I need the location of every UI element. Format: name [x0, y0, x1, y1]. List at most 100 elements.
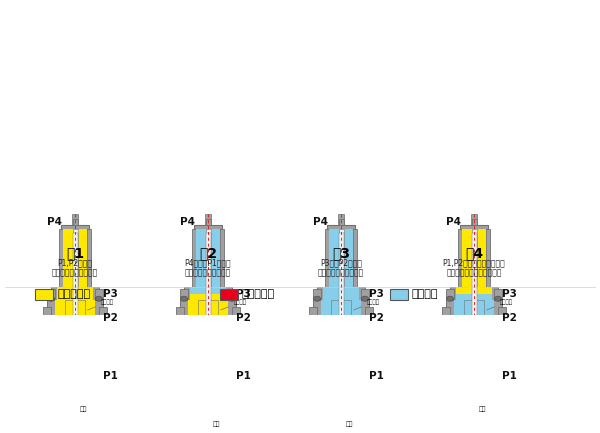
- Bar: [61, 336, 89, 369]
- Bar: [188, 300, 228, 336]
- Text: P3: P3: [502, 289, 517, 299]
- Text: 高压液压油: 高压液压油: [242, 289, 275, 299]
- Bar: [55, 300, 95, 336]
- Bar: [205, 233, 211, 369]
- Bar: [99, 307, 107, 318]
- Bar: [337, 390, 344, 415]
- Bar: [329, 229, 353, 287]
- Bar: [462, 229, 486, 287]
- Bar: [72, 214, 78, 225]
- Bar: [446, 300, 502, 336]
- Bar: [205, 220, 211, 225]
- Text: 增压活塞: 增压活塞: [487, 299, 513, 310]
- Text: 前轴: 前轴: [479, 407, 487, 412]
- Text: P4: P4: [47, 216, 62, 226]
- Bar: [472, 233, 476, 369]
- Bar: [73, 233, 77, 369]
- Bar: [317, 287, 365, 300]
- Bar: [204, 336, 212, 369]
- Bar: [336, 415, 346, 421]
- Bar: [192, 371, 224, 381]
- Bar: [456, 294, 492, 300]
- Bar: [180, 382, 236, 390]
- Bar: [184, 369, 232, 382]
- Bar: [472, 220, 476, 225]
- Bar: [338, 214, 344, 225]
- Bar: [338, 233, 343, 369]
- Text: P1,P2进气，增压活塞与前: P1,P2进气，增压活塞与前: [443, 259, 505, 268]
- Bar: [198, 300, 218, 336]
- Circle shape: [47, 296, 55, 301]
- Text: 图1: 图1: [66, 246, 84, 260]
- Text: 前轴下降，预压完成；: 前轴下降，预压完成；: [185, 268, 231, 277]
- Text: 前轴: 前轴: [80, 407, 88, 412]
- Bar: [313, 382, 369, 390]
- Bar: [59, 371, 91, 381]
- Bar: [220, 288, 238, 300]
- Bar: [446, 288, 454, 299]
- Bar: [43, 307, 51, 318]
- Bar: [196, 229, 220, 287]
- Bar: [95, 288, 103, 299]
- Bar: [35, 288, 53, 300]
- Bar: [353, 229, 357, 287]
- Text: P2: P2: [369, 313, 384, 323]
- Bar: [73, 220, 77, 225]
- Bar: [232, 307, 240, 318]
- Bar: [442, 307, 450, 318]
- Bar: [192, 229, 196, 287]
- Text: 增压活塞: 增压活塞: [353, 299, 380, 310]
- Bar: [205, 229, 211, 287]
- Text: 图2: 图2: [199, 246, 217, 260]
- Bar: [337, 336, 345, 369]
- Bar: [61, 225, 89, 229]
- Bar: [464, 300, 484, 336]
- Bar: [184, 287, 232, 300]
- Bar: [471, 214, 477, 225]
- Bar: [323, 294, 359, 300]
- Bar: [188, 336, 228, 369]
- Text: 增压活塞: 增压活塞: [221, 299, 247, 310]
- Bar: [460, 225, 488, 229]
- Bar: [498, 307, 506, 318]
- Text: P4: P4: [446, 216, 461, 226]
- Text: P3进气P2排气，: P3进气P2排气，: [320, 259, 362, 268]
- Bar: [87, 229, 91, 287]
- Text: P2: P2: [236, 313, 251, 323]
- Bar: [327, 225, 355, 229]
- Bar: [454, 336, 494, 369]
- Bar: [472, 229, 476, 287]
- Bar: [51, 287, 99, 300]
- Bar: [313, 300, 369, 336]
- Bar: [321, 300, 361, 336]
- Bar: [190, 294, 226, 300]
- Bar: [71, 390, 79, 401]
- Bar: [458, 371, 490, 381]
- Text: P3: P3: [369, 289, 384, 299]
- Bar: [470, 390, 478, 401]
- Bar: [180, 288, 188, 299]
- Bar: [456, 287, 492, 294]
- Text: P2: P2: [103, 313, 118, 323]
- Text: 前轴: 前轴: [346, 421, 353, 427]
- Circle shape: [181, 296, 187, 301]
- Bar: [458, 229, 462, 287]
- Bar: [446, 382, 502, 390]
- Bar: [365, 307, 373, 318]
- Bar: [338, 220, 343, 225]
- Bar: [454, 300, 494, 336]
- Bar: [70, 401, 80, 406]
- Text: P1: P1: [103, 371, 118, 381]
- Bar: [494, 288, 502, 299]
- Circle shape: [314, 296, 320, 301]
- Bar: [73, 229, 77, 287]
- Bar: [460, 336, 488, 369]
- Bar: [203, 415, 213, 421]
- Bar: [65, 300, 85, 336]
- Circle shape: [229, 296, 235, 301]
- Bar: [469, 401, 479, 406]
- Text: 增压活塞下降，增压；: 增压活塞下降，增压；: [318, 268, 364, 277]
- Text: 增压活塞: 增压活塞: [88, 299, 114, 310]
- Bar: [228, 288, 236, 299]
- Circle shape: [95, 296, 103, 301]
